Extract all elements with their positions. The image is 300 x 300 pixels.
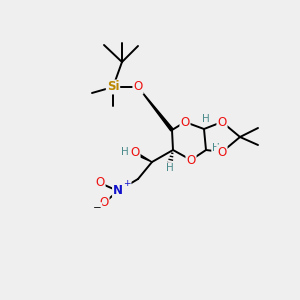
Text: O: O [186,154,196,166]
Polygon shape [134,152,152,162]
Text: −: − [93,203,101,213]
Text: H: H [166,163,174,173]
Text: H: H [212,143,220,153]
Text: O: O [99,196,109,209]
Text: +: + [123,179,131,188]
Text: O: O [134,80,142,94]
Text: O: O [130,146,140,160]
Text: H: H [202,114,210,124]
Text: O: O [218,116,226,128]
Text: N: N [113,184,123,197]
Text: O: O [218,146,226,158]
Polygon shape [138,87,173,131]
Text: H: H [121,147,129,157]
Text: Si: Si [107,80,119,94]
Text: O: O [180,116,190,128]
Text: O: O [95,176,105,190]
